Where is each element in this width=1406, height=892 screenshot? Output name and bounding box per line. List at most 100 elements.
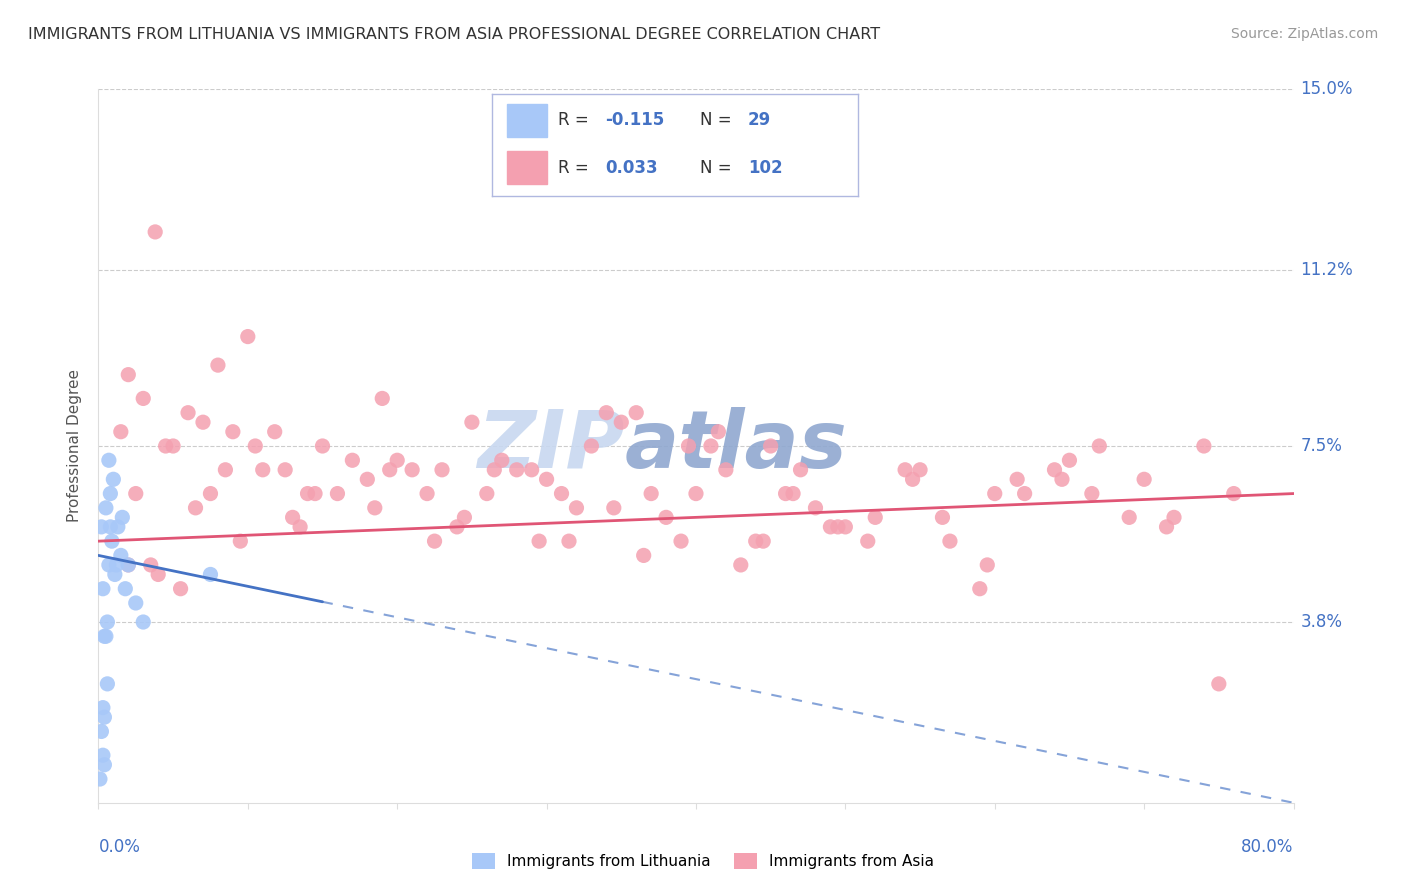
Point	[430, 463, 453, 477]
Y-axis label: Professional Degree: Professional Degree	[67, 369, 83, 523]
Point	[1005, 472, 1028, 486]
Point	[446, 520, 468, 534]
Point	[207, 358, 229, 372]
Point	[385, 453, 409, 467]
Text: N =: N =	[700, 112, 737, 129]
Point	[834, 520, 856, 534]
Point	[707, 425, 730, 439]
Point	[782, 486, 804, 500]
Point	[1156, 520, 1178, 534]
Point	[93, 710, 115, 724]
Point	[1208, 677, 1230, 691]
Point	[558, 534, 581, 549]
Point	[520, 463, 543, 477]
Point	[685, 486, 707, 500]
Point	[536, 472, 558, 486]
Point	[342, 453, 364, 467]
Text: 11.2%: 11.2%	[1301, 261, 1354, 279]
Point	[804, 500, 827, 515]
Point	[550, 486, 572, 500]
Point	[90, 520, 112, 534]
Point	[730, 558, 752, 572]
Point	[200, 486, 222, 500]
Point	[94, 500, 117, 515]
Point	[655, 510, 678, 524]
Point	[177, 406, 200, 420]
Point	[633, 549, 655, 563]
Point	[714, 463, 737, 477]
Point	[93, 757, 115, 772]
Point	[105, 558, 128, 572]
Point	[752, 534, 775, 549]
Point	[162, 439, 184, 453]
Point	[117, 368, 139, 382]
Point	[311, 439, 333, 453]
Point	[103, 472, 125, 486]
Text: -0.115: -0.115	[606, 112, 665, 129]
Point	[214, 463, 236, 477]
Text: 80.0%: 80.0%	[1241, 838, 1294, 856]
Point	[117, 558, 139, 572]
Point	[378, 463, 401, 477]
Point	[1222, 486, 1246, 500]
Point	[94, 629, 117, 643]
Point	[416, 486, 439, 500]
Point	[96, 615, 118, 629]
Text: N =: N =	[700, 159, 737, 177]
Point	[624, 406, 647, 420]
Point	[678, 439, 700, 453]
Text: 0.0%: 0.0%	[98, 838, 141, 856]
Point	[104, 567, 127, 582]
Bar	[506, 151, 547, 184]
Point	[820, 520, 842, 534]
Point	[91, 700, 114, 714]
Point	[148, 567, 170, 582]
Point	[565, 500, 588, 515]
Point	[983, 486, 1005, 500]
Point	[110, 549, 132, 563]
Point	[506, 463, 529, 477]
Point	[229, 534, 252, 549]
Point	[191, 415, 214, 429]
Point	[117, 558, 139, 572]
Point	[856, 534, 879, 549]
Point	[1043, 463, 1066, 477]
Point	[423, 534, 446, 549]
Point	[759, 439, 782, 453]
Point	[110, 425, 132, 439]
Point	[155, 439, 177, 453]
Point	[93, 629, 115, 643]
Point	[700, 439, 723, 453]
Point	[745, 534, 768, 549]
Point	[297, 486, 319, 500]
Text: atlas: atlas	[624, 407, 846, 485]
Point	[98, 486, 122, 500]
Point	[475, 486, 498, 500]
Text: R =: R =	[558, 112, 593, 129]
Legend: Immigrants from Lithuania, Immigrants from Asia: Immigrants from Lithuania, Immigrants fr…	[465, 847, 941, 875]
Point	[125, 596, 148, 610]
Point	[125, 486, 148, 500]
Point	[132, 615, 155, 629]
Point	[245, 439, 267, 453]
Point	[827, 520, 849, 534]
Point	[453, 510, 475, 524]
Point	[107, 520, 129, 534]
Point	[603, 500, 626, 515]
Point	[491, 453, 513, 467]
Point	[98, 520, 122, 534]
Point	[114, 582, 136, 596]
Point	[610, 415, 633, 429]
Point	[274, 463, 297, 477]
Point	[1133, 472, 1156, 486]
Point	[356, 472, 378, 486]
Point	[281, 510, 304, 524]
Point	[91, 582, 114, 596]
Point	[401, 463, 423, 477]
Point	[101, 534, 124, 549]
Point	[484, 463, 506, 477]
Point	[581, 439, 603, 453]
Text: 15.0%: 15.0%	[1301, 80, 1353, 98]
Point	[371, 392, 394, 406]
Text: ZIP: ZIP	[477, 407, 624, 485]
